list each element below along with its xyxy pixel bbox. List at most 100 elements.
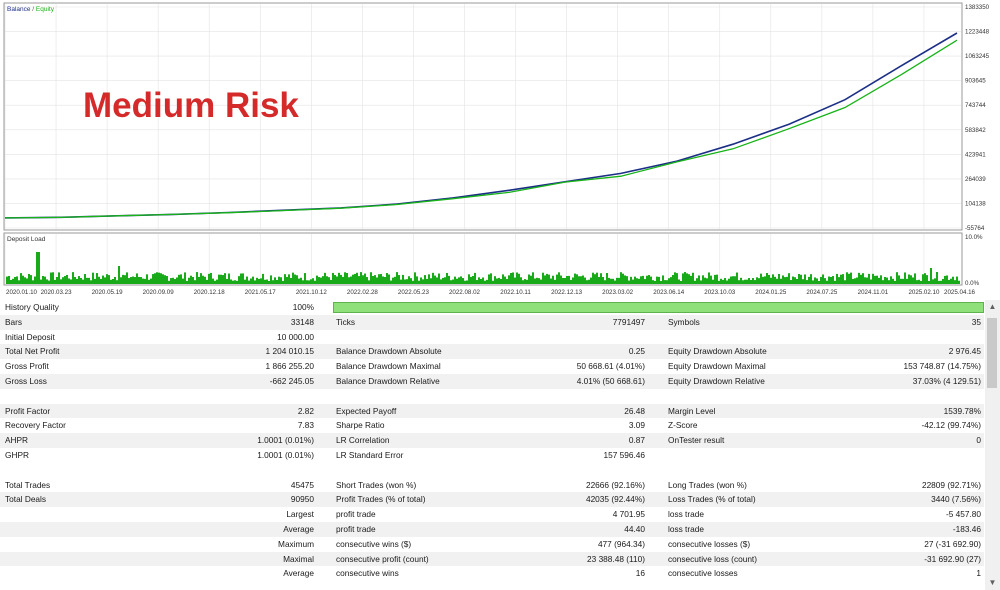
deposit-load-bar [22, 275, 24, 284]
deposit-load-bar [736, 272, 738, 284]
deposit-load-bar [722, 279, 724, 284]
deposit-load-bar [444, 277, 446, 284]
deposit-load-bar [740, 277, 742, 284]
metric-value: 1539.78% [943, 405, 981, 416]
metric-value: 1.0001 (0.01%) [257, 435, 314, 446]
chart-legend: Balance / Equity [7, 6, 55, 13]
balance-equity-chart: 1383350 1223448 1063245 903645 743744 583842 4… [3, 2, 990, 296]
deposit-load-bar [506, 278, 508, 284]
deposit-load-bar [442, 277, 444, 284]
deposit-load-bar [820, 276, 822, 284]
deposit-load-bar [236, 280, 238, 284]
deposit-load-bar [264, 279, 266, 284]
metric-value: 153 748.87 (14.75%) [903, 361, 982, 372]
deposit-load-bar [482, 277, 484, 284]
metric-value: 23 388.48 (110) [587, 553, 645, 564]
metric-label: consecutive losses ($) [668, 538, 751, 549]
deposit-load-bar [526, 279, 528, 284]
deposit-load-bar [398, 275, 400, 284]
metric-sublabel: Largest [286, 509, 314, 520]
deposit-load-bar [600, 273, 602, 284]
deposit-load-bar [320, 277, 322, 284]
metric-label: AHPR [5, 435, 29, 446]
deposit-load-bar [26, 278, 28, 284]
deposit-load-bar [252, 276, 254, 284]
deposit-load-bar [504, 276, 506, 284]
scroll-up-icon[interactable]: ▲ [988, 302, 997, 311]
scrollbar-thumb[interactable] [987, 318, 997, 388]
deposit-load-bar [874, 275, 876, 284]
deposit-load-bar [692, 272, 694, 284]
deposit-load-bar [700, 280, 702, 284]
deposit-load-bar [782, 275, 784, 284]
metric-value: 16 [635, 568, 645, 579]
deposit-load-bar [672, 274, 674, 284]
metric-label: consecutive losses [668, 568, 738, 579]
deposit-load-bar [864, 277, 866, 284]
deposit-load-bar [584, 277, 586, 284]
y-tick-label: 743744 [965, 102, 986, 109]
metric-value: -183.46 [952, 524, 981, 534]
deposit-load-bar [450, 280, 452, 284]
scroll-down-icon[interactable]: ▼ [988, 578, 997, 587]
deposit-load-bar [342, 276, 344, 284]
deposit-load-bar [144, 278, 146, 284]
deposit-load-bar [326, 276, 328, 284]
deposit-load-bar [732, 276, 734, 284]
deposit-load-bar [392, 277, 394, 284]
deposit-load-bar [114, 276, 116, 284]
deposit-load-bar [694, 280, 696, 284]
deposit-load-bar [588, 279, 590, 284]
deposit-load-bar [662, 275, 664, 284]
deposit-load-bar [316, 275, 318, 284]
deposit-load-bar [358, 276, 360, 284]
metric-label: Gross Loss [5, 376, 47, 386]
report-row: GHPR 1.0001 (0.01%) LR Standard Error 157 5… [0, 448, 984, 463]
deposit-load-bar [118, 266, 120, 284]
deposit-load-bar [100, 278, 102, 284]
x-tick-label: 2022.05.23 [398, 289, 430, 296]
deposit-load-bar [110, 279, 112, 284]
deposit-load-bar [744, 279, 746, 284]
deposit-load-bar [380, 273, 382, 284]
legend-balance: Balance [7, 6, 31, 13]
deposit-load-bar [324, 272, 326, 284]
deposit-load-bar [822, 274, 824, 284]
deposit-load-bar [684, 272, 686, 284]
deposit-load-bar [220, 274, 222, 284]
report-row: Average consecutive wins 16 consecutive los… [0, 566, 984, 581]
deposit-load-bar [878, 277, 880, 284]
deposit-load-bar [952, 276, 954, 284]
deposit-load-bar [402, 274, 404, 284]
deposit-load-bar [440, 279, 442, 284]
metric-label: Balance Drawdown Maximal [336, 361, 441, 372]
metric-label: Margin Level [668, 405, 716, 416]
y-tick-label: 1223448 [965, 29, 990, 36]
deposit-load-bar [348, 277, 350, 284]
deposit-load-bar [626, 276, 628, 284]
deposit-load-bar [888, 280, 890, 284]
deposit-load-bar [840, 274, 842, 284]
deposit-load-bar [766, 272, 768, 284]
deposit-load-bar [492, 280, 494, 284]
deposit-load-bar [650, 276, 652, 284]
deposit-load-bar [706, 278, 708, 284]
deposit-load-bar [58, 272, 60, 284]
deposit-load-bar [42, 275, 44, 284]
deposit-load-bar [502, 274, 504, 284]
deposit-load-bar [356, 272, 358, 284]
report-row: Total Trades 45475 Short Trades (won %) 226… [0, 478, 984, 493]
deposit-load-bar [284, 274, 286, 284]
deposit-load-bar [176, 277, 178, 284]
deposit-load-bar [80, 278, 82, 284]
metric-label: consecutive loss (count) [668, 553, 758, 564]
deposit-load-bar [432, 272, 434, 284]
metric-value: 10 000.00 [277, 331, 314, 342]
report-row: Total Deals 90950 Profit Trades (% of tota… [0, 492, 984, 508]
deposit-load-bar [44, 276, 46, 284]
deposit-load-bar [868, 273, 870, 284]
deposit-load-bar [184, 272, 186, 284]
deposit-load-bar [322, 276, 324, 284]
deposit-load-bar [226, 278, 228, 284]
x-tick-label: 2021.10.12 [296, 289, 328, 296]
